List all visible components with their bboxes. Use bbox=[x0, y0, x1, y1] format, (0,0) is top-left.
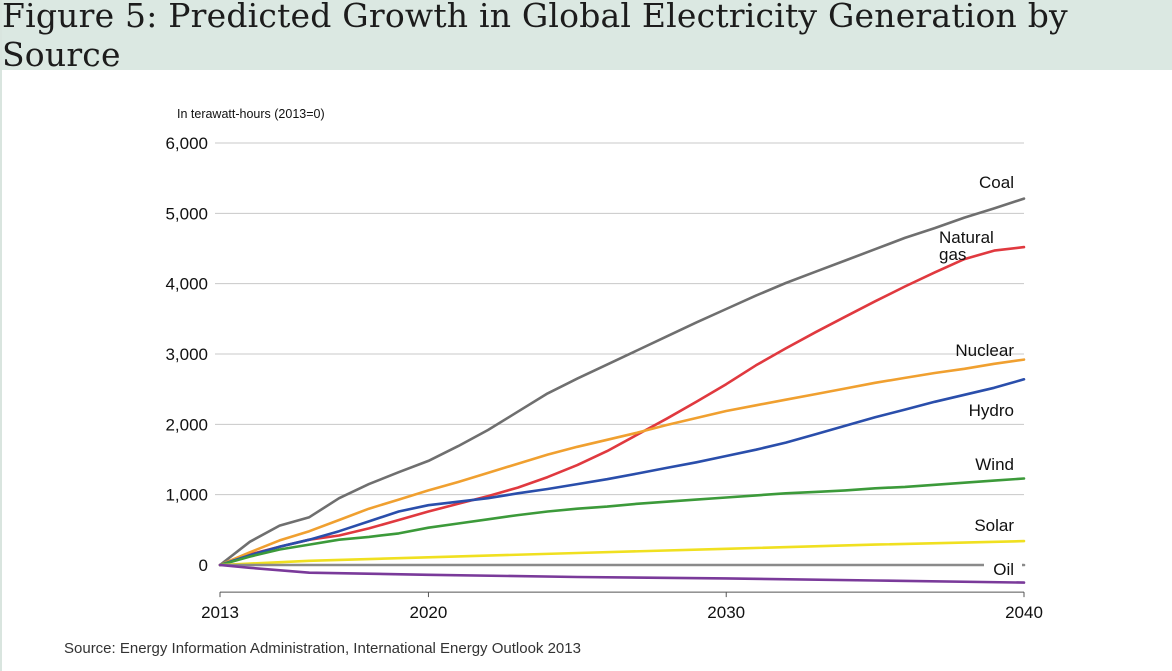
series-label-nuclear: Nuclear bbox=[955, 341, 1014, 360]
series-label-natural-gas: gas bbox=[939, 245, 966, 264]
y-tick-label: 1,000 bbox=[165, 486, 208, 505]
y-tick-label: 4,000 bbox=[165, 275, 208, 294]
y-axis-unit-label: In terawatt-hours (2013=0) bbox=[177, 107, 325, 121]
series-label-coal: Coal bbox=[979, 173, 1014, 192]
series-line-oil bbox=[218, 563, 1026, 584]
axis-layer: In terawatt-hours (2013=0) 0 1,000 2,000 3,0… bbox=[165, 107, 1042, 622]
series-label-wind: Wind bbox=[975, 455, 1014, 474]
y-tick-label: 3,000 bbox=[165, 345, 208, 364]
y-tick-label: 6,000 bbox=[165, 134, 208, 153]
series-label-oil: Oil bbox=[993, 560, 1014, 579]
x-tick-label: 2013 bbox=[201, 603, 239, 622]
series-line-hydro bbox=[218, 378, 1026, 567]
series-line-nuclear bbox=[218, 358, 1026, 567]
y-tick-label: 0 bbox=[199, 556, 208, 575]
title-band: Figure 5: Predicted Growth in Global Ele… bbox=[2, 0, 1172, 74]
series-line-solar bbox=[218, 539, 1026, 567]
x-tick-label: 2030 bbox=[707, 603, 745, 622]
grid-layer bbox=[215, 142, 1024, 496]
label-background bbox=[984, 559, 1022, 579]
series-label-solar: Solar bbox=[974, 516, 1014, 535]
y-tick-label: 5,000 bbox=[165, 204, 208, 223]
series-label-hydro: Hydro bbox=[969, 401, 1014, 420]
series-layer bbox=[218, 197, 1026, 584]
series-line-coal bbox=[218, 197, 1026, 567]
x-tick-label: 2020 bbox=[410, 603, 448, 622]
series-line-wind bbox=[218, 477, 1026, 567]
line-chart: In terawatt-hours (2013=0) 0 1,000 2,000 3,0… bbox=[165, 107, 1042, 622]
x-tick-label: 2040 bbox=[1005, 603, 1043, 622]
series-line-natural-gas bbox=[218, 245, 1026, 567]
y-tick-label: 2,000 bbox=[165, 415, 208, 434]
series-label-natural-gas: Natural bbox=[939, 228, 994, 247]
source-note: Source: Energy Information Administratio… bbox=[64, 640, 581, 657]
figure-title: Figure 5: Predicted Growth in Global Ele… bbox=[2, 0, 1068, 74]
